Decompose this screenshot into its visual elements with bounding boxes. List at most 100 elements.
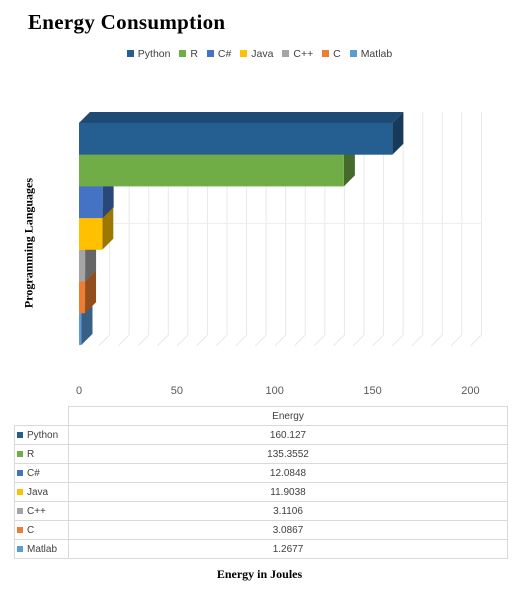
table-row-label: R	[14, 444, 69, 464]
x-tick-label-150: 150	[363, 385, 381, 397]
gridline-floor	[117, 334, 130, 347]
gridline-floor	[450, 334, 463, 347]
legend-label-r: R	[190, 48, 198, 60]
gridline-floor	[254, 334, 267, 347]
table-value-cpp: 3.1106	[68, 501, 508, 521]
x-tick-label-0: 0	[76, 385, 82, 397]
gridline-floor	[98, 334, 110, 347]
legend-label-c: C	[333, 48, 341, 60]
legend-label-cpp: C++	[293, 48, 314, 60]
table-row-label: Java	[14, 482, 69, 502]
legend-label-python: Python	[137, 48, 171, 60]
table-label-cpp: C++	[27, 505, 46, 517]
legend-item-r: R	[179, 48, 198, 60]
x-tick-label-50: 50	[171, 385, 183, 397]
gridline-floor	[470, 334, 482, 347]
chart-title: Energy Consumption	[28, 10, 226, 34]
data-table-header-row: Energy	[14, 406, 508, 426]
legend: Python R C# Java C++ C Matlab	[0, 48, 519, 60]
bar-side-c	[85, 270, 97, 314]
gridline-floor	[274, 334, 287, 347]
legend-swatch-r	[179, 50, 187, 57]
table-row: Java 11.9038	[14, 482, 508, 502]
table-row: Matlab 1.2677	[14, 539, 508, 559]
bar-matlab	[79, 313, 82, 345]
bar-side-java	[102, 207, 114, 250]
table-key-cpp	[17, 507, 23, 514]
legend-swatch-c	[322, 50, 330, 57]
table-row-label: C#	[14, 463, 69, 483]
x-tick-label-200: 200	[461, 385, 479, 397]
legend-swatch-matlab	[349, 50, 357, 57]
legend-swatch-python	[126, 50, 134, 57]
data-table-header: Energy	[68, 406, 508, 426]
gridline-floor	[293, 334, 306, 347]
gridline-floor	[137, 334, 150, 347]
table-label-csharp: C#	[27, 467, 40, 479]
table-value-csharp: 12.0848	[68, 463, 508, 483]
legend-item-csharp: C#	[206, 48, 232, 60]
gridline-floor	[352, 334, 365, 347]
table-value-c: 3.0867	[68, 520, 508, 540]
table-row: C++ 3.1106	[14, 501, 508, 521]
bar-cpp	[79, 249, 86, 282]
table-key-r	[17, 450, 23, 457]
table-row-label: C	[14, 520, 69, 540]
legend-item-java: Java	[240, 48, 273, 60]
gridline-floor	[372, 334, 384, 347]
gridline-floor	[215, 334, 228, 347]
table-row-label: C++	[14, 501, 69, 521]
table-value-matlab: 1.2677	[68, 539, 508, 559]
bar-side-python	[392, 112, 404, 155]
data-table: Energy Python 160.127 R 135.3552 C# 12.0848…	[14, 406, 508, 559]
table-value-r: 135.3552	[68, 444, 508, 464]
table-label-python: Python	[27, 429, 59, 441]
table-key-matlab	[17, 545, 23, 552]
bar-r	[79, 154, 344, 187]
bar-csharp	[79, 186, 103, 219]
legend-swatch-csharp	[206, 50, 214, 57]
bar-python	[79, 123, 393, 155]
legend-item-python: Python	[126, 48, 171, 60]
gridline-floor	[391, 334, 404, 347]
gridline-floor	[196, 334, 208, 347]
gridline-floor	[176, 334, 189, 347]
table-value-java: 11.9038	[68, 482, 508, 502]
table-label-matlab: Matlab	[27, 543, 58, 555]
legend-item-c: C	[322, 48, 341, 60]
legend-swatch-cpp	[282, 50, 290, 57]
table-key-csharp	[17, 469, 23, 476]
gridline-floor	[430, 334, 443, 347]
bar-java	[79, 218, 103, 250]
gridline-floor	[156, 334, 169, 347]
bar-c	[79, 281, 86, 314]
bar-top-python	[79, 112, 404, 123]
table-row: C# 12.0848	[14, 463, 508, 483]
gridline-floor	[411, 334, 424, 347]
gridline-floor	[313, 334, 326, 347]
table-row: R 135.3552	[14, 444, 508, 464]
table-key-java	[17, 488, 23, 495]
gridline-floor	[235, 334, 247, 347]
table-label-r: R	[27, 448, 35, 460]
x-tick-label-100: 100	[266, 385, 284, 397]
legend-label-java: Java	[251, 48, 274, 60]
table-label-java: Java	[27, 486, 49, 498]
table-key-python	[17, 431, 23, 438]
table-label-c: C	[27, 524, 35, 536]
gridline-floor	[333, 334, 345, 347]
legend-swatch-java	[240, 50, 248, 57]
legend-label-csharp: C#	[217, 48, 232, 60]
table-key-c	[17, 526, 23, 533]
table-row: Python 160.127	[14, 425, 508, 445]
x-axis-label: Energy in Joules	[216, 567, 303, 581]
plot-area: 0 50 100 150 200	[76, 111, 482, 397]
data-table-corner	[14, 406, 69, 426]
table-row-label: Matlab	[14, 539, 69, 559]
table-row: C 3.0867	[14, 520, 508, 540]
table-row-label: Python	[14, 425, 69, 445]
legend-item-cpp: C++	[282, 48, 313, 60]
legend-item-matlab: Matlab	[349, 48, 393, 60]
table-value-python: 160.127	[68, 425, 508, 445]
legend-label-matlab: Matlab	[360, 48, 393, 60]
